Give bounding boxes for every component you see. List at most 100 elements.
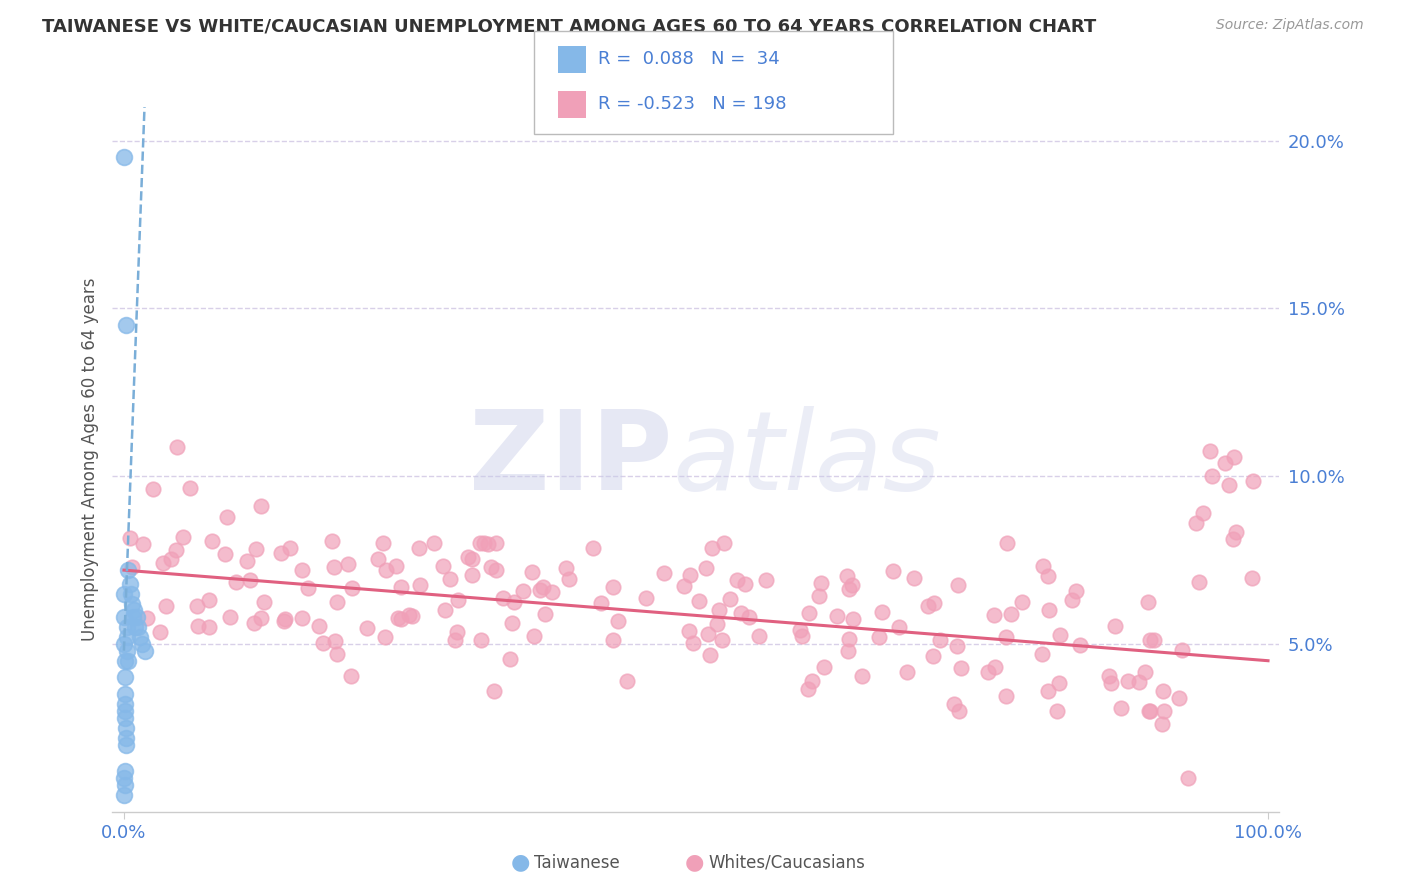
Text: Taiwanese: Taiwanese	[534, 854, 620, 871]
Point	[1032, 559, 1054, 574]
Point	[1152, 684, 1174, 698]
Point	[278, 541, 301, 556]
Point	[1038, 684, 1060, 698]
Point	[127, 620, 149, 634]
Point	[245, 541, 267, 556]
Y-axis label: Unemployment Among Ages 60 to 64 years: Unemployment Among Ages 60 to 64 years	[80, 277, 98, 641]
Point	[706, 617, 728, 632]
Point	[198, 592, 221, 607]
Point	[842, 612, 865, 626]
Point	[1143, 633, 1166, 648]
Point	[702, 541, 724, 556]
Point	[491, 591, 513, 605]
Point	[837, 568, 859, 582]
Point	[825, 609, 848, 624]
Point	[1213, 456, 1236, 470]
Point	[1069, 638, 1091, 652]
Point	[557, 572, 579, 586]
Point	[997, 536, 1019, 550]
Point	[159, 551, 181, 566]
Point	[838, 582, 860, 596]
Point	[115, 620, 138, 634]
Point	[1049, 628, 1071, 642]
Point	[1184, 516, 1206, 530]
Point	[838, 632, 860, 647]
Point	[197, 620, 219, 634]
Point	[374, 630, 396, 644]
Point	[214, 547, 236, 561]
Point	[882, 564, 904, 578]
Point	[555, 561, 578, 575]
Point	[1188, 574, 1211, 589]
Point	[591, 596, 613, 610]
Point	[841, 577, 863, 591]
Point	[1038, 603, 1060, 617]
Point	[401, 609, 423, 624]
Point	[1139, 632, 1161, 647]
Point	[948, 704, 970, 718]
Point	[1104, 619, 1126, 633]
Text: ●: ●	[510, 853, 530, 872]
Point	[870, 605, 893, 619]
Point	[115, 630, 138, 644]
Point	[887, 620, 910, 634]
Point	[755, 574, 778, 588]
Point	[1011, 595, 1033, 609]
Point	[533, 607, 555, 621]
Point	[356, 621, 378, 635]
Point	[114, 778, 136, 792]
Point	[252, 595, 274, 609]
Point	[1167, 690, 1189, 705]
Point	[697, 627, 720, 641]
Point	[374, 563, 396, 577]
Point	[340, 669, 363, 683]
Point	[201, 533, 224, 548]
Point	[808, 589, 831, 603]
Point	[114, 698, 136, 712]
Point	[112, 586, 135, 600]
Point	[114, 654, 136, 668]
Point	[468, 536, 491, 550]
Point	[512, 583, 534, 598]
Point	[485, 563, 508, 577]
Text: Whites/Caucasians: Whites/Caucasians	[709, 854, 866, 871]
Point	[634, 591, 657, 606]
Point	[114, 704, 136, 718]
Point	[995, 630, 1018, 644]
Point	[114, 711, 136, 725]
Point	[165, 543, 187, 558]
Point	[131, 637, 153, 651]
Point	[1116, 674, 1139, 689]
Text: R = -0.523   N = 198: R = -0.523 N = 198	[598, 95, 786, 113]
Point	[1198, 444, 1220, 458]
Point	[136, 611, 159, 625]
Point	[236, 554, 259, 568]
Point	[132, 536, 155, 550]
Point	[117, 654, 139, 668]
Point	[179, 481, 201, 495]
Point	[1153, 704, 1175, 718]
Point	[270, 546, 292, 560]
Point	[707, 603, 730, 617]
Point	[946, 578, 969, 592]
Point	[112, 610, 135, 624]
Point	[434, 603, 457, 617]
Text: atlas: atlas	[672, 406, 941, 513]
Text: R =  0.088   N =  34: R = 0.088 N = 34	[598, 50, 779, 68]
Point	[120, 532, 142, 546]
Point	[652, 566, 675, 580]
Point	[1046, 704, 1069, 718]
Point	[1109, 700, 1132, 714]
Point	[249, 611, 271, 625]
Point	[308, 619, 330, 633]
Point	[523, 629, 546, 643]
Point	[734, 576, 756, 591]
Point	[1171, 643, 1194, 657]
Point	[439, 572, 461, 586]
Point	[1066, 584, 1088, 599]
Point	[117, 563, 139, 577]
Point	[114, 637, 136, 651]
Point	[1133, 665, 1156, 679]
Point	[1225, 525, 1247, 540]
Point	[946, 639, 969, 653]
